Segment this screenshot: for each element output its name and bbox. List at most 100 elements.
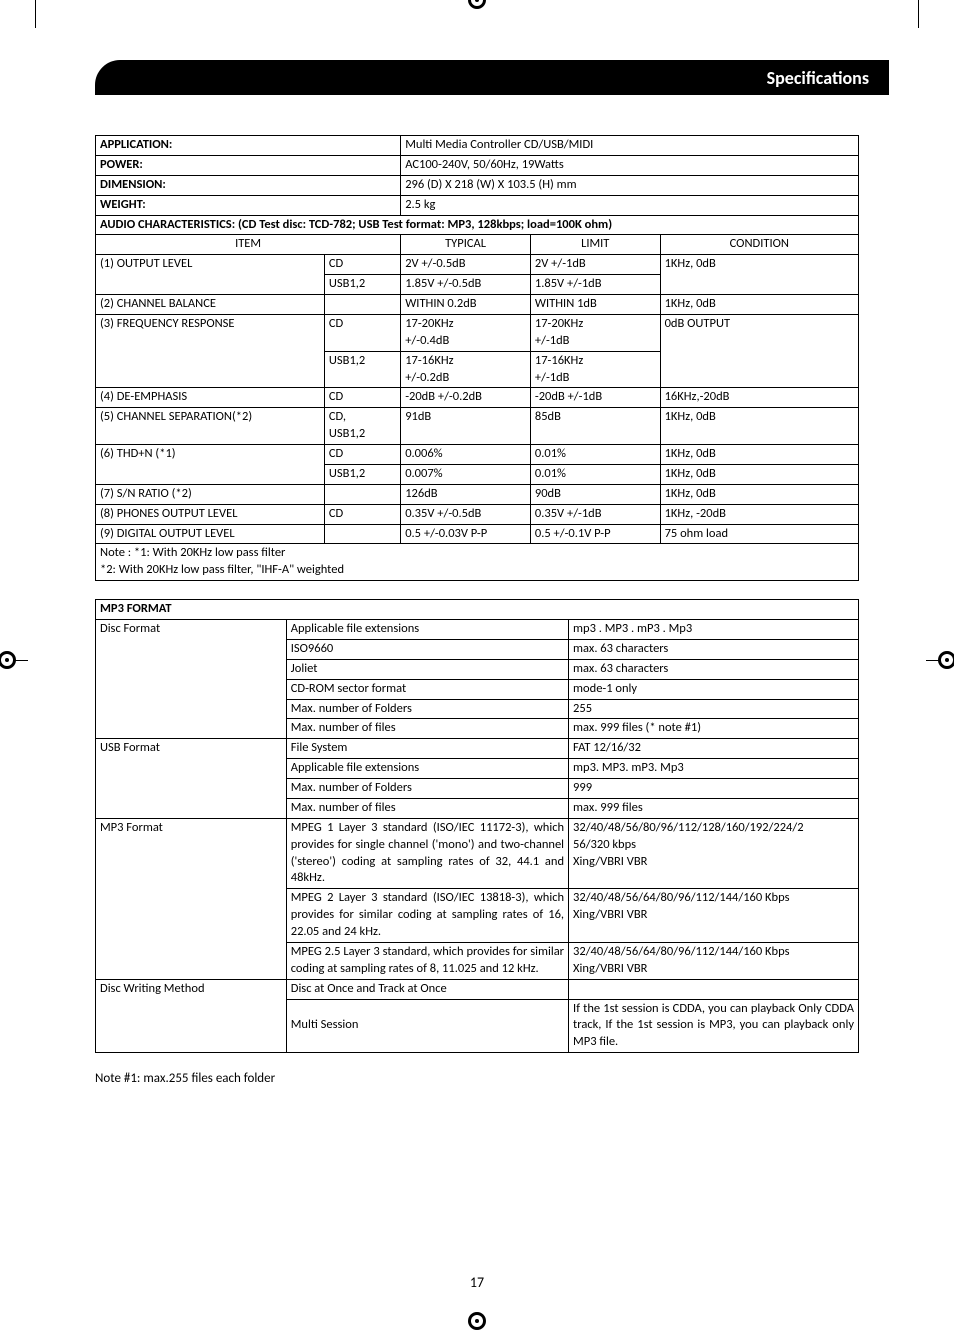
cell: 0dB OUTPUT <box>660 314 858 388</box>
table-row: MP3 Format MPEG 1 Layer 3 standard (ISO/… <box>96 818 859 889</box>
cell: 32/40/48/56/64/80/96/112/144/160 KbpsXin… <box>569 942 859 979</box>
cell: MPEG 2 Layer 3 standard (ISO/IEC 13818-3… <box>286 889 568 943</box>
table-row: MP3 FORMAT <box>96 600 859 620</box>
cell: 0.007% <box>401 464 531 484</box>
table-row: WEIGHT: 2.5 kg <box>96 195 859 215</box>
cell: Joliet <box>286 659 568 679</box>
cell: (3) FREQUENCY RESPONSE <box>96 314 325 388</box>
cell: CD <box>324 255 400 275</box>
table-row: (3) FREQUENCY RESPONSE CD 17-20KHz+/-0.4… <box>96 314 859 351</box>
cell: 1KHz, 0dB <box>660 255 858 295</box>
cell: 32/40/48/56/64/80/96/112/144/160 KbpsXin… <box>569 889 859 943</box>
spec-label: POWER: <box>96 155 401 175</box>
cell: 75 ohm load <box>660 524 858 544</box>
col-typical: TYPICAL <box>401 235 531 255</box>
cell: 17-20KHz+/-1dB <box>530 314 660 351</box>
cell: -20dB +/-0.2dB <box>401 388 531 408</box>
cell: (8) PHONES OUTPUT LEVEL <box>96 504 325 524</box>
cell: 17-16KHz+/-0.2dB <box>401 351 531 388</box>
cell: 999 <box>569 779 859 799</box>
cell: (6) THD+N (*1) <box>96 445 325 485</box>
cell: 0.01% <box>530 445 660 465</box>
cell: 90dB <box>530 484 660 504</box>
cell: Applicable file extensions <box>286 620 568 640</box>
cell: 1KHz, 0dB <box>660 484 858 504</box>
table-row: Note : *1: With 20KHz low pass filter*2:… <box>96 544 859 581</box>
cell: (7) S/N RATIO (*2) <box>96 484 325 504</box>
cell: CD,USB1,2 <box>324 408 400 445</box>
col-limit: LIMIT <box>530 235 660 255</box>
cell: 32/40/48/56/80/96/112/128/160/192/224/25… <box>569 818 859 889</box>
table-header-row: ITEM TYPICAL LIMIT CONDITION <box>96 235 859 255</box>
cell: 0.5 +/-0.1V P-P <box>530 524 660 544</box>
cell: 1.85V +/-0.5dB <box>401 275 531 295</box>
cell: max. 999 files (* note #1) <box>569 719 859 739</box>
header-title: Specifications <box>767 67 869 89</box>
cell: Max. number of files <box>286 798 568 818</box>
cell: USB1,2 <box>324 351 400 388</box>
cell: 0.35V +/-0.5dB <box>401 504 531 524</box>
cell: mp3. MP3. mP3. Mp3 <box>569 759 859 779</box>
cell <box>324 484 400 504</box>
table-row: (9) DIGITAL OUTPUT LEVEL 0.5 +/-0.03V P-… <box>96 524 859 544</box>
table-row: POWER: AC100-240V, 50/60Hz, 19Watts <box>96 155 859 175</box>
table-row: (8) PHONES OUTPUT LEVEL CD 0.35V +/-0.5d… <box>96 504 859 524</box>
cell: 2V +/-1dB <box>530 255 660 275</box>
col-condition: CONDITION <box>660 235 858 255</box>
cell: 2V +/-0.5dB <box>401 255 531 275</box>
spec-value: Multi Media Controller CD/USB/MIDI <box>401 136 859 156</box>
cell: 1KHz, -20dB <box>660 504 858 524</box>
cell: Disc at Once and Track at Once <box>286 979 568 999</box>
cell: Disc Format <box>96 620 287 739</box>
cell: Max. number of Folders <box>286 699 568 719</box>
cell: 1KHz, 0dB <box>660 445 858 465</box>
table-row: AUDIO CHARACTERISTICS: (CD Test disc: TC… <box>96 215 859 235</box>
cell: 1KHz, 0dB <box>660 408 858 445</box>
cell: MPEG 2.5 Layer 3 standard, which provide… <box>286 942 568 979</box>
table-row: (6) THD+N (*1) CD 0.006% 0.01% 1KHz, 0dB <box>96 445 859 465</box>
mp3-header: MP3 FORMAT <box>96 600 859 620</box>
mp3-format-table: MP3 FORMAT Disc Format Applicable file e… <box>95 599 859 1053</box>
cell: Disc Writing Method <box>96 979 287 1053</box>
cell: WITHIN 0.2dB <box>401 295 531 315</box>
cell: 91dB <box>401 408 531 445</box>
cell: mp3 . MP3 . mP3 . Mp3 <box>569 620 859 640</box>
cell <box>324 295 400 315</box>
cell: MP3 Format <box>96 818 287 979</box>
spec-value: 2.5 kg <box>401 195 859 215</box>
spec-value: AC100-240V, 50/60Hz, 19Watts <box>401 155 859 175</box>
cell <box>569 979 859 999</box>
cell: Max. number of Folders <box>286 779 568 799</box>
table-row: (5) CHANNEL SEPARATION(*2) CD,USB1,2 91d… <box>96 408 859 445</box>
table-row: DIMENSION: 296 (D) X 218 (W) X 103.5 (H)… <box>96 175 859 195</box>
cell: 1.85V +/-1dB <box>530 275 660 295</box>
cell: max. 63 characters <box>569 659 859 679</box>
cell: CD <box>324 388 400 408</box>
cell: max. 999 files <box>569 798 859 818</box>
section-header: Specifications <box>95 60 889 95</box>
cell: (1) OUTPUT LEVEL <box>96 255 325 295</box>
cell: 1KHz, 0dB <box>660 295 858 315</box>
spec-label: DIMENSION: <box>96 175 401 195</box>
cell: 17-16KHz+/-1dB <box>530 351 660 388</box>
table-row: (4) DE-EMPHASIS CD -20dB +/-0.2dB -20dB … <box>96 388 859 408</box>
table-note: Note : *1: With 20KHz low pass filter*2:… <box>96 544 859 581</box>
col-item: ITEM <box>96 235 401 255</box>
cell: (9) DIGITAL OUTPUT LEVEL <box>96 524 325 544</box>
cell: mode-1 only <box>569 679 859 699</box>
page-content: Specifications APPLICATION: Multi Media … <box>95 60 859 1086</box>
cell: 17-20KHz+/-0.4dB <box>401 314 531 351</box>
cell: CD <box>324 314 400 351</box>
cell: MPEG 1 Layer 3 standard (ISO/IEC 11172-3… <box>286 818 568 889</box>
table-row: Disc Writing Method Disc at Once and Tra… <box>96 979 859 999</box>
table-row: (1) OUTPUT LEVEL CD 2V +/-0.5dB 2V +/-1d… <box>96 255 859 275</box>
cell: 16KHz,-20dB <box>660 388 858 408</box>
cell: If the 1st session is CDDA, you can play… <box>569 999 859 1053</box>
cell <box>324 524 400 544</box>
cell: 255 <box>569 699 859 719</box>
cell: Max. number of files <box>286 719 568 739</box>
spec-label: WEIGHT: <box>96 195 401 215</box>
table-row: APPLICATION: Multi Media Controller CD/U… <box>96 136 859 156</box>
cell: (4) DE-EMPHASIS <box>96 388 325 408</box>
cell: Multi Session <box>286 999 568 1053</box>
